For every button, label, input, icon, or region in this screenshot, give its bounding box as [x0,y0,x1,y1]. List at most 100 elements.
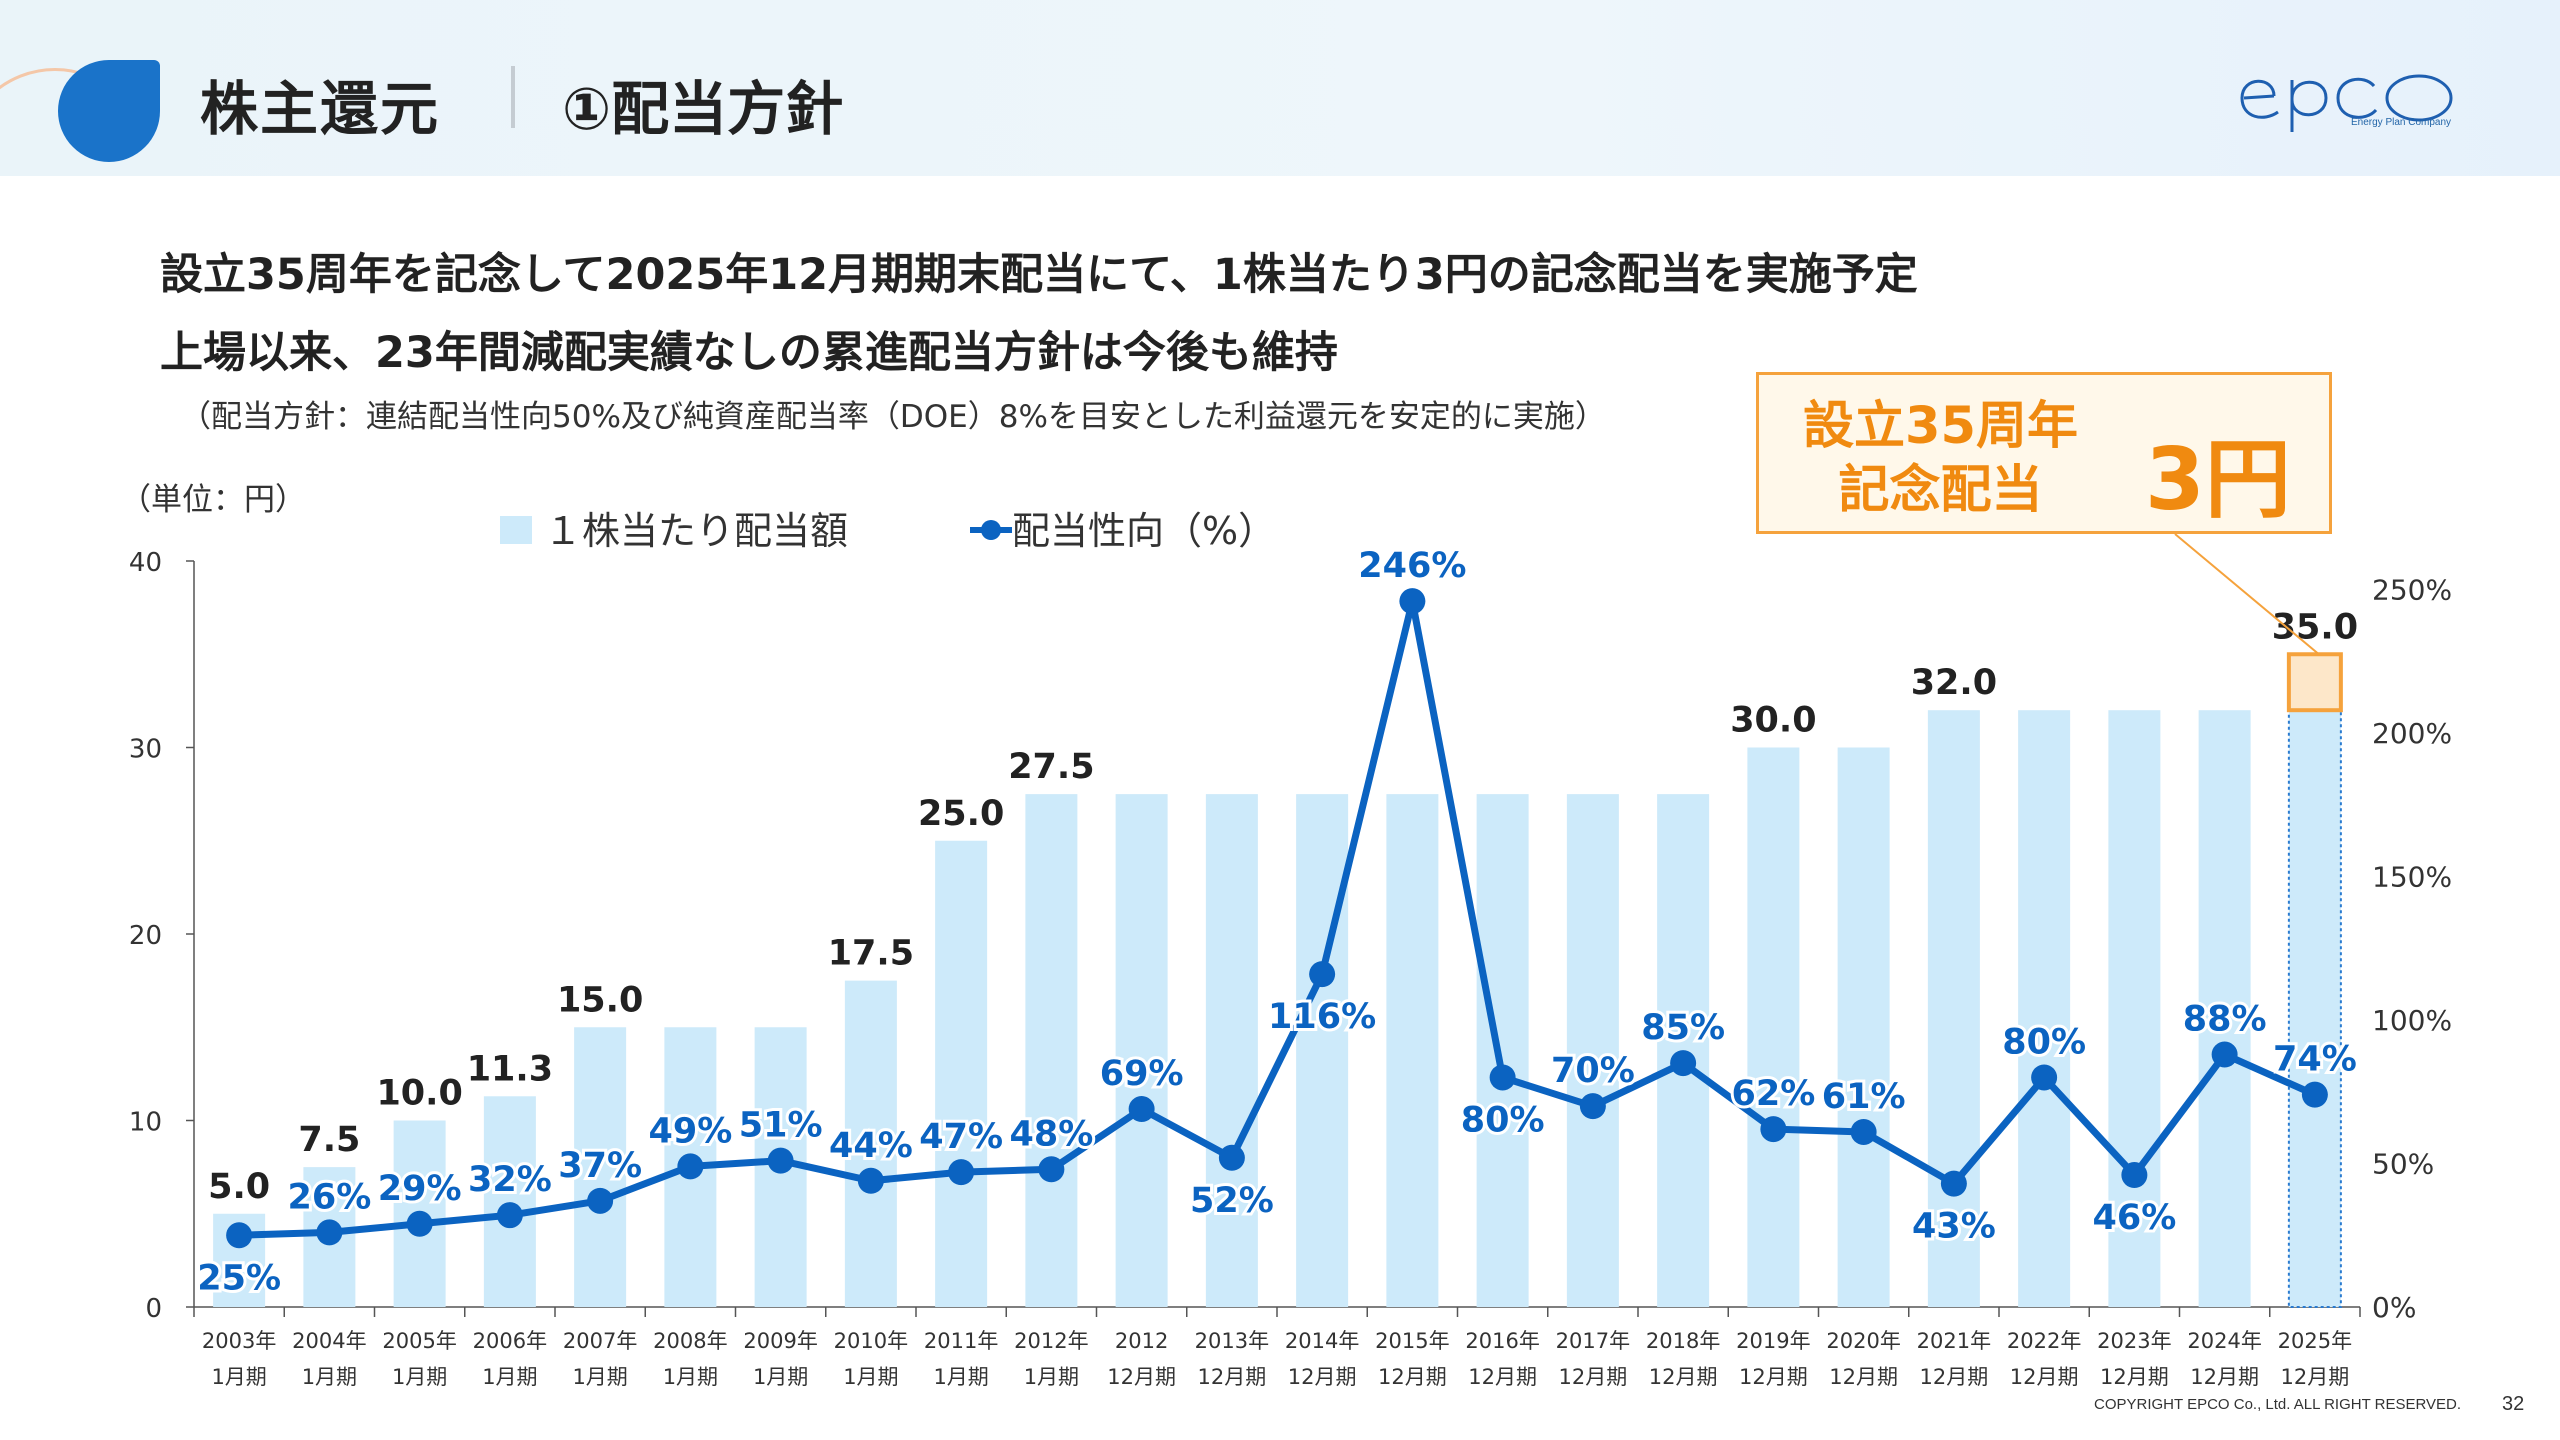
y-left-tick-label: 20 [129,921,162,951]
payout-ratio-label: 69% [1100,1054,1184,1094]
x-tick-label-year: 2008年 [653,1329,727,1353]
bar-value-label: 7.5 [298,1120,360,1160]
payout-ratio-label: 47% [919,1117,1003,1157]
bar-value-label: 11.3 [467,1049,553,1089]
payout-ratio-label: 32% [468,1160,552,1200]
callout-line-2: 記念配当 [1838,461,2043,520]
bar [1296,794,1349,1307]
page-title: ①配当方針 [562,75,844,143]
x-tick-label-year: 2020年 [1826,1329,1900,1353]
bar [1837,747,1890,1307]
x-tick-label-period: 1月期 [482,1365,537,1389]
payout-ratio-point [226,1222,253,1249]
payout-ratio-label: 62% [1731,1074,1815,1114]
page-number: 32 [2502,1393,2525,1415]
y-right-tick-label: 0% [2372,1291,2416,1324]
payout-ratio-point [1579,1093,1606,1120]
payout-ratio-label: 26% [287,1177,371,1217]
payout-ratio-point [1399,588,1426,615]
x-tick-label-year: 2010年 [834,1329,908,1353]
bar [1115,794,1168,1307]
payout-ratio-label: 70% [1551,1051,1635,1091]
payout-ratio-label: 37% [558,1146,642,1186]
headline-line-1: 設立35周年を記念して2025年12月期期末配当にて、1株当たり3円の記念配当を… [160,250,1918,300]
payout-ratio-label: 44% [829,1126,913,1166]
x-tick-label-year: 2013年 [1195,1329,1269,1353]
x-tick-label-year: 2024年 [2187,1329,2261,1353]
payout-ratio-label: 88% [2183,1000,2267,1040]
headline-line-2: 上場以来、23年間減配実績なしの累進配当方針は今後も維持 [160,328,1338,378]
bar [844,980,897,1307]
header-band [0,0,2560,176]
x-tick-label-year: 2005年 [382,1329,456,1353]
x-tick-label-period: 12月期 [1829,1365,1898,1389]
x-tick-label-year: 2015年 [1375,1329,1449,1353]
payout-ratio-line [239,597,2317,1239]
x-tick-label-period: 1月期 [572,1365,627,1389]
payout-ratio-point [1489,1064,1516,1091]
payout-ratio-label: 51% [739,1106,823,1146]
x-tick-label-period: 1月期 [933,1365,988,1389]
y-left-tick-label: 10 [129,1108,162,1138]
y-right-tick-label: 150% [2372,861,2452,894]
x-tick-label-year: 2016年 [1465,1329,1539,1353]
x-tick-label-period: 1月期 [211,1365,266,1389]
callout-line-1: 設立35周年 [1803,397,2078,456]
y-right-tick-label: 100% [2372,1004,2452,1037]
bar-value-label: 30.0 [1730,701,1816,741]
payout-ratio-point [677,1153,704,1180]
payout-ratio-label: 80% [1461,1100,1545,1140]
x-tick-label-year: 2014年 [1285,1329,1359,1353]
payout-ratio-label: 80% [2002,1022,2086,1062]
bar-value-label: 15.0 [557,980,643,1020]
y-right-tick-label: 50% [2372,1148,2434,1181]
x-tick-label-year: 2004年 [292,1329,366,1353]
y-left-tick-label: 0 [145,1294,162,1324]
payout-ratio-point [406,1210,433,1237]
x-tick-label-period: 12月期 [2190,1365,2259,1389]
x-tick-label-period: 1月期 [392,1365,447,1389]
x-tick-label-year: 2021年 [1917,1329,1991,1353]
epco-logo [2240,74,2453,132]
legend-line-label: 配当性向（%） [1012,509,1276,553]
x-tick-label-period: 12月期 [2100,1365,2169,1389]
bar [1386,794,1439,1307]
payout-ratio-point [948,1159,975,1186]
bar [1927,710,1980,1307]
x-tick-label-period: 12月期 [2281,1365,2350,1389]
x-tick-label-period: 1月期 [302,1365,357,1389]
payout-ratio-point [1128,1096,1155,1123]
bar [1566,794,1619,1307]
commemorative-dividend-callout: 設立35周年 記念配当 3円 [1756,372,2332,534]
payout-ratio-point [1760,1116,1787,1143]
payout-ratio-point [1670,1050,1697,1077]
section-title: 株主還元 [200,75,441,143]
callout-connector [2174,533,2320,656]
x-tick-label-year: 2003年 [202,1329,276,1353]
x-tick-label-year: 2007年 [563,1329,637,1353]
payout-ratio-label: 85% [1641,1008,1725,1048]
bar-value-label: 35.0 [2272,607,2358,647]
x-tick-label-period: 1月期 [843,1365,898,1389]
x-tick-label-period: 1月期 [663,1365,718,1389]
bar [483,1096,536,1307]
payout-ratio-point [587,1187,614,1214]
bar-value-label: 5.0 [208,1167,270,1207]
bar [2018,710,2071,1307]
payout-ratio-point [2121,1162,2148,1189]
payout-ratio-label: 116% [1268,997,1376,1037]
x-tick-label-year: 2023年 [2097,1329,2171,1353]
payout-ratio-point [1850,1118,1877,1145]
payout-ratio-label: 43% [1912,1207,1996,1247]
bar [1025,794,1078,1307]
bar-value-label: 27.5 [1008,747,1094,787]
title-divider [511,66,515,128]
x-tick-label-year: 2017年 [1556,1329,1630,1353]
x-tick-label-period: 1月期 [1024,1365,1079,1389]
payout-ratio-point [2211,1041,2238,1068]
payout-ratio-point [2031,1064,2058,1091]
payout-ratio-point [496,1202,523,1229]
copyright: COPYRIGHT EPCO Co., Ltd. ALL RIGHT RESER… [2094,1396,2462,1413]
x-tick-label-year: 2009年 [743,1329,817,1353]
legend-bar-swatch [500,516,532,544]
